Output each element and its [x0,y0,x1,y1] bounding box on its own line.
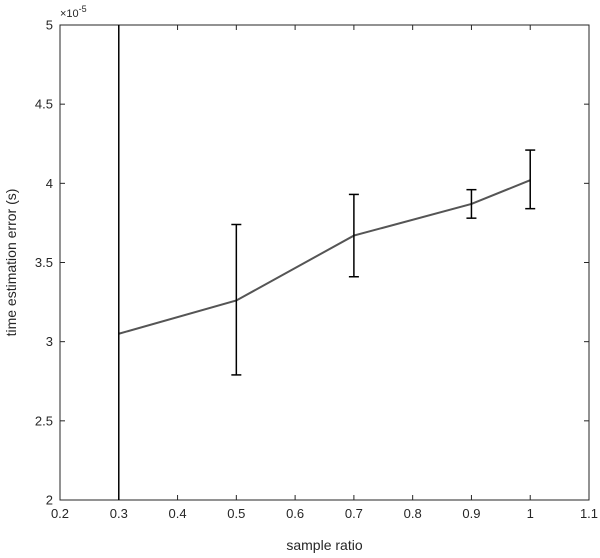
y-axis-label: time estimation error (s) [3,189,19,337]
x-tick-label: 0.9 [462,506,480,521]
x-tick-label: 1.1 [580,506,598,521]
error-bar [525,149,536,210]
y-tick-label: 3 [46,334,53,349]
error-bar [466,188,477,219]
y-tick-label: 4.5 [35,97,53,112]
y-axis: 2 2.5 3 3.5 4 4.5 5 [35,18,589,508]
exponent-power: -5 [79,4,87,14]
y-tick-label: 2 [46,493,53,508]
y-tick-label: 3.5 [35,255,53,270]
x-tick-label: 1 [527,506,534,521]
exponent-base: ×10 [60,8,79,20]
x-tick-label: 0.3 [110,506,128,521]
x-tick-label: 0.5 [227,506,245,521]
y-tick-label: 2.5 [35,413,53,428]
y-tick-label: 4 [46,176,53,191]
error-bar [231,223,242,376]
error-bar [348,193,359,278]
y-axis-exponent-label: ×10-5 [60,4,87,20]
x-tick-label: 0.4 [169,506,187,521]
series-layer [118,25,536,500]
y-tick-label: 5 [46,18,53,33]
x-tick-label: 0.6 [286,506,304,521]
x-axis: 0.2 0.3 0.4 0.5 0.6 0.7 0.8 0.9 1 1.1 [51,25,598,521]
x-tick-label: 0.8 [404,506,422,521]
x-tick-label: 0.7 [345,506,363,521]
x-axis-label: sample ratio [286,537,362,553]
plot-area [59,24,590,501]
x-tick-label: 0.2 [51,506,69,521]
